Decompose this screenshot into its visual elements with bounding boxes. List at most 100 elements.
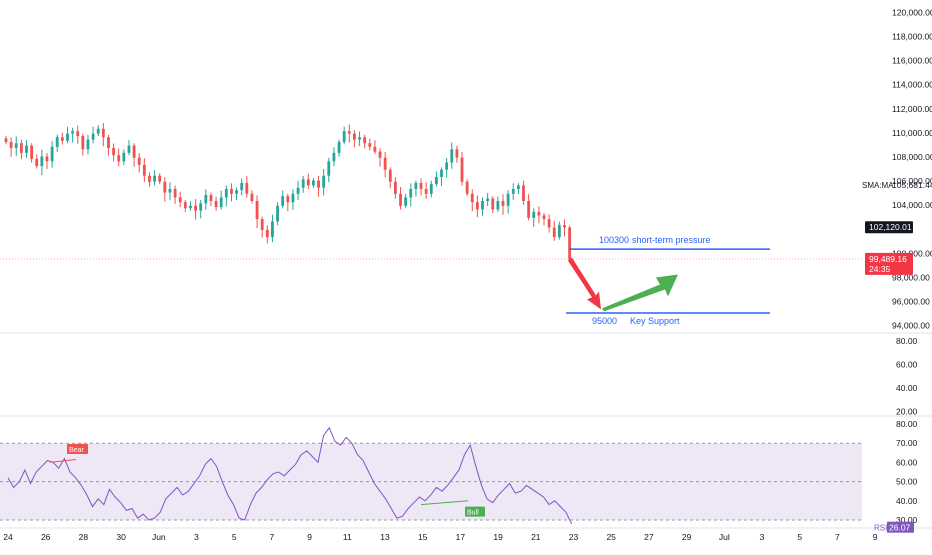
candle[interactable] (81, 133, 85, 156)
candle[interactable] (163, 177, 167, 202)
candle[interactable] (86, 135, 90, 155)
candle[interactable] (148, 172, 151, 187)
candle[interactable] (25, 139, 28, 158)
candle[interactable] (511, 183, 515, 201)
candle[interactable] (209, 192, 213, 207)
candle[interactable] (516, 182, 520, 195)
candle[interactable] (332, 147, 336, 167)
candle[interactable] (107, 134, 110, 156)
candle[interactable] (434, 171, 438, 187)
candle[interactable] (45, 152, 49, 169)
candle[interactable] (527, 194, 531, 221)
candle[interactable] (245, 176, 249, 198)
candle[interactable] (552, 220, 556, 241)
candle[interactable] (178, 191, 182, 208)
candle[interactable] (35, 154, 39, 169)
candle[interactable] (404, 193, 408, 209)
candle[interactable] (96, 125, 100, 136)
candle[interactable] (71, 127, 75, 143)
candle[interactable] (342, 126, 346, 145)
candle[interactable] (183, 199, 187, 212)
candle[interactable] (337, 139, 341, 157)
candle[interactable] (455, 145, 459, 163)
candle[interactable] (127, 139, 131, 156)
candle[interactable] (368, 138, 372, 151)
candle[interactable] (399, 187, 402, 210)
candle[interactable] (296, 181, 300, 201)
candle[interactable] (322, 168, 326, 196)
candle[interactable] (347, 124, 351, 143)
candle[interactable] (414, 180, 418, 197)
candle[interactable] (547, 214, 551, 233)
candle[interactable] (475, 195, 479, 218)
candle[interactable] (486, 192, 490, 207)
rsi-pane[interactable]: Bear Bull (0, 426, 862, 525)
rsi-line[interactable] (7, 426, 573, 525)
candle[interactable] (450, 142, 454, 169)
candle[interactable] (240, 178, 244, 196)
candle[interactable] (40, 149, 44, 176)
candle[interactable] (230, 183, 233, 202)
candle[interactable] (353, 130, 356, 148)
candle[interactable] (388, 167, 392, 189)
candle[interactable] (496, 196, 500, 212)
candle[interactable] (568, 225, 572, 259)
candle[interactable] (199, 199, 203, 219)
candle[interactable] (132, 143, 136, 167)
candle[interactable] (522, 180, 525, 205)
candle[interactable] (19, 139, 23, 160)
candle[interactable] (235, 187, 238, 201)
candle[interactable] (506, 190, 510, 214)
candle[interactable] (393, 177, 397, 199)
candle[interactable] (301, 175, 305, 193)
candle[interactable] (557, 221, 561, 240)
candle[interactable] (214, 196, 218, 211)
candle[interactable] (271, 214, 274, 243)
candle[interactable] (122, 149, 126, 166)
candle[interactable] (60, 132, 64, 145)
candle[interactable] (291, 189, 295, 210)
annotation-layer[interactable]: 100300 short-term pressure 95000 Key Suppor… (566, 235, 770, 326)
candle[interactable] (465, 179, 469, 197)
candle[interactable] (312, 178, 315, 188)
candle[interactable] (168, 182, 172, 201)
candle[interactable] (409, 183, 413, 207)
candle[interactable] (460, 152, 464, 186)
down-arrow[interactable] (568, 257, 601, 310)
candle[interactable] (363, 134, 367, 149)
candle[interactable] (440, 167, 443, 186)
candle[interactable] (173, 185, 177, 204)
candle[interactable] (383, 152, 387, 178)
candle[interactable] (501, 194, 505, 215)
candle[interactable] (117, 148, 121, 167)
candle[interactable] (281, 190, 285, 209)
candle[interactable] (142, 158, 146, 183)
candle[interactable] (445, 157, 449, 178)
candle[interactable] (419, 178, 423, 196)
candle[interactable] (276, 202, 279, 226)
candle[interactable] (317, 175, 320, 197)
candle[interactable] (224, 185, 228, 207)
candle[interactable] (55, 134, 59, 152)
candle[interactable] (378, 148, 382, 167)
candle[interactable] (194, 199, 197, 220)
candle[interactable] (112, 143, 116, 162)
candle[interactable] (204, 189, 208, 210)
candle[interactable] (424, 182, 428, 199)
candle[interactable] (50, 141, 54, 168)
candle[interactable] (250, 190, 254, 204)
candle[interactable] (158, 173, 162, 185)
candle[interactable] (255, 195, 259, 229)
up-arrow[interactable] (602, 274, 678, 312)
candle[interactable] (470, 189, 474, 212)
candle[interactable] (265, 225, 269, 244)
candle[interactable] (491, 196, 495, 214)
candle[interactable] (30, 143, 34, 163)
candle[interactable] (260, 216, 264, 238)
candle[interactable] (91, 126, 95, 144)
candle[interactable] (101, 123, 105, 147)
candle[interactable] (306, 173, 310, 190)
candlestick-series[interactable] (0, 123, 862, 260)
